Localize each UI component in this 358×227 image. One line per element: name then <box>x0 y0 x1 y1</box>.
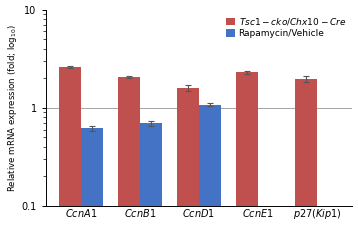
Bar <box>117 77 140 227</box>
Bar <box>176 88 199 227</box>
Bar <box>59 67 81 227</box>
Y-axis label: Relative mRNA expression (fold; log$_{10}$): Relative mRNA expression (fold; log$_{10… <box>6 24 19 192</box>
Bar <box>199 104 222 227</box>
Bar <box>236 72 258 227</box>
Bar <box>140 123 163 227</box>
Legend: $\it{Tsc1-cko/Chx10-Cre}$, Rapamycin/Vehicle: $\it{Tsc1-cko/Chx10-Cre}$, Rapamycin/Veh… <box>224 14 348 40</box>
Bar <box>81 128 103 227</box>
Bar <box>295 79 317 227</box>
